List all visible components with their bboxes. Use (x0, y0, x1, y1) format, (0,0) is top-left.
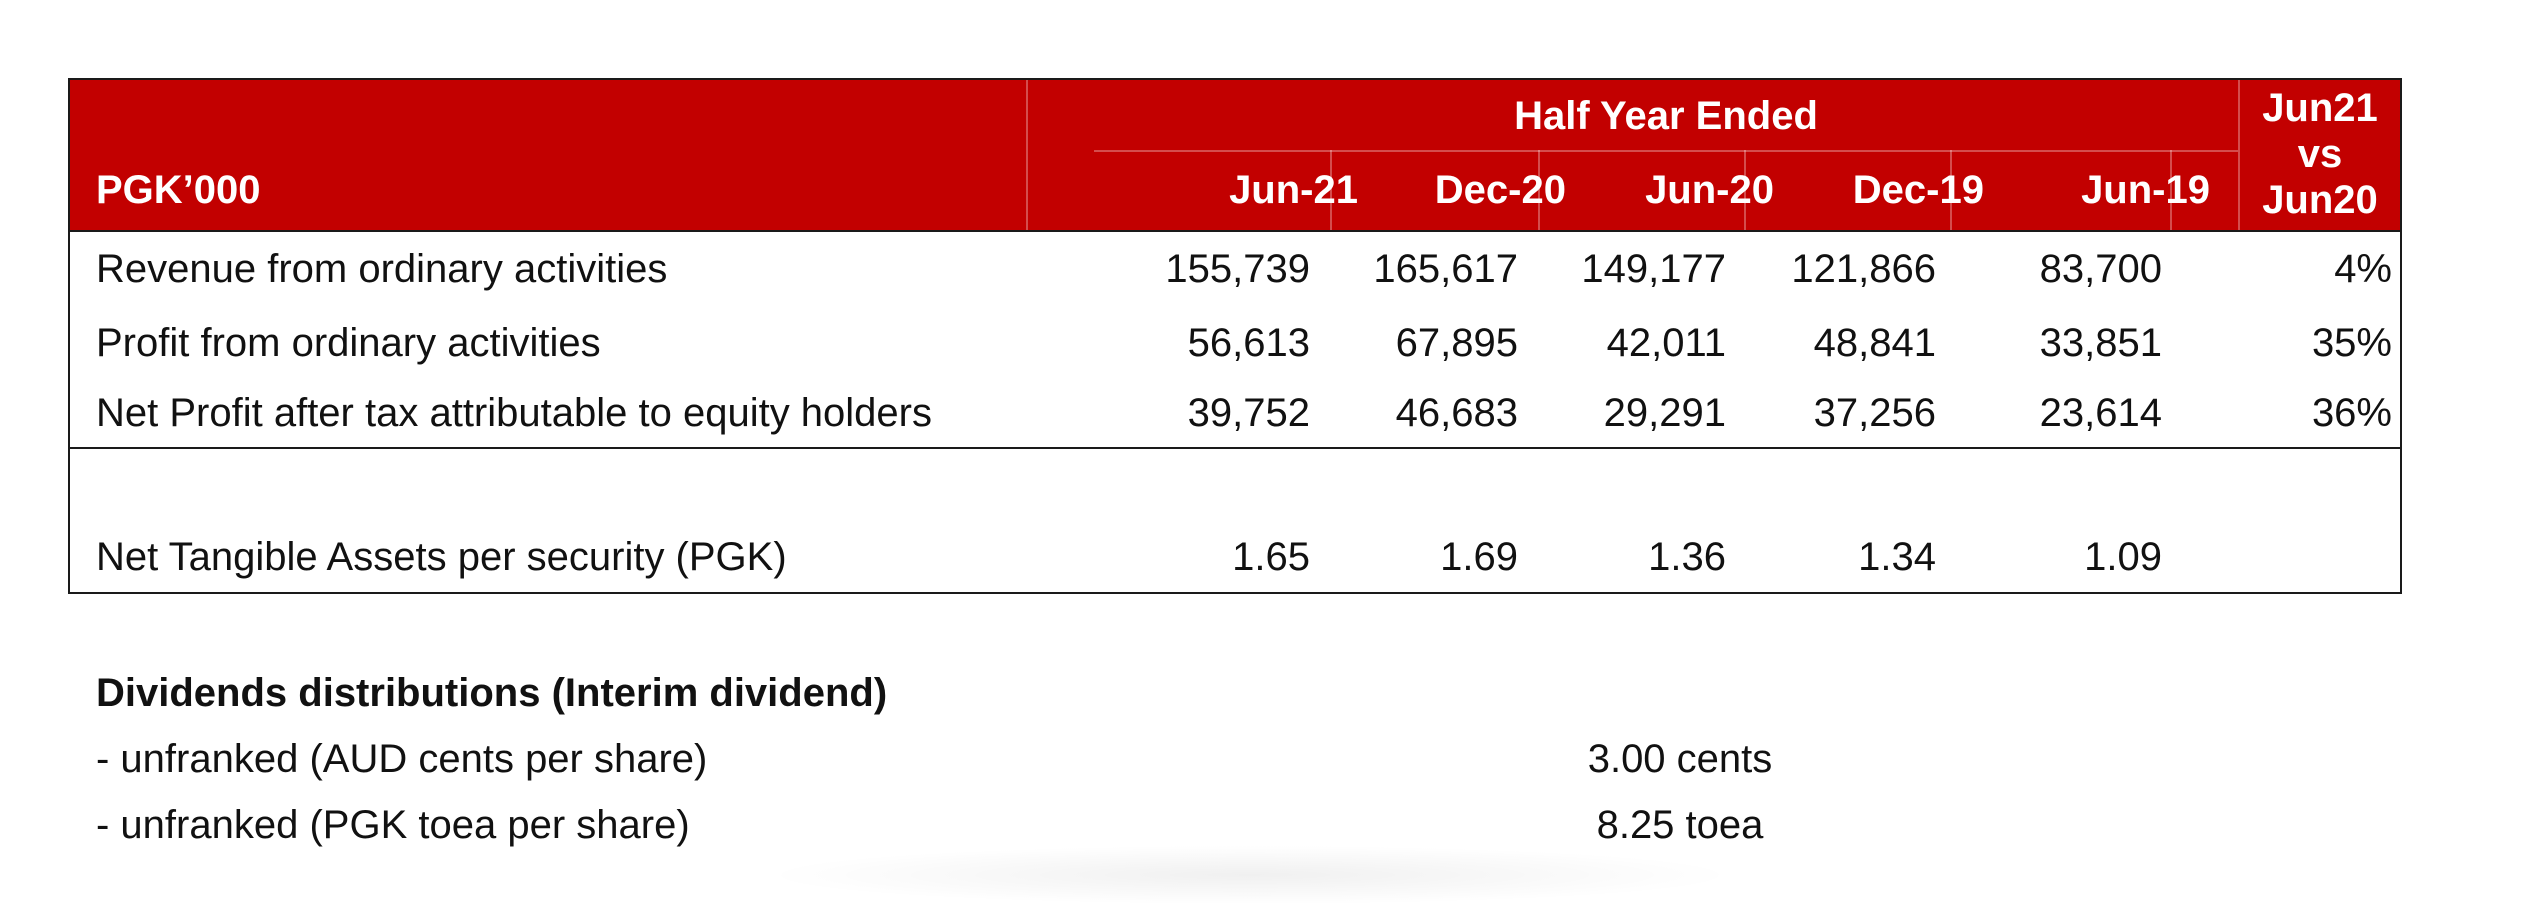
column-header: Dec-19 (1852, 168, 1984, 212)
table-rule (68, 447, 2402, 449)
column-header: Jun-19 (2081, 168, 2210, 212)
table-cell: 23,614 (2039, 391, 2162, 435)
comparison-header: vs (2297, 132, 2343, 176)
column-header: Jun-21 (1229, 168, 1358, 212)
table-cell: 1.09 (2084, 535, 2162, 579)
table-header: Half Year Ended PGK’000 Jun-21 Dec-20 Ju… (68, 78, 2402, 230)
table-cell: 39,752 (1187, 391, 1310, 435)
header-divider (1026, 78, 1028, 230)
dividend-value: 3.00 cents (1587, 737, 1773, 781)
table-cell: 48,841 (1813, 321, 1936, 365)
group-header: Half Year Ended (1514, 94, 1818, 138)
dividends-title: Dividends distributions (Interim dividen… (96, 671, 888, 715)
page-shadow (760, 845, 1740, 905)
comparison-header: Jun20 (2262, 178, 2378, 222)
dividend-label: - unfranked (AUD cents per share) (96, 737, 708, 781)
table-rule (68, 230, 2402, 232)
header-divider (1744, 150, 1746, 230)
table-cell: 42,011 (1606, 321, 1726, 365)
table-cell: 1.69 (1440, 535, 1518, 579)
table-cell: 67,895 (1395, 321, 1518, 365)
table-cell: 149,177 (1581, 247, 1726, 291)
header-divider (1950, 150, 1952, 230)
table-cell: 1.65 (1232, 535, 1310, 579)
table-cell: 46,683 (1395, 391, 1518, 435)
dividend-label: - unfranked (PGK toea per share) (96, 803, 690, 847)
table-cell: 165,617 (1373, 247, 1518, 291)
table-cell: 1.34 (1858, 535, 1936, 579)
row-label: Net Tangible Assets per security (PGK) (96, 535, 787, 579)
table-cell: 155,739 (1165, 247, 1310, 291)
header-divider (1330, 150, 1332, 230)
change-cell: 36% (2311, 391, 2392, 435)
table-cell: 1.36 (1648, 535, 1726, 579)
comparison-header: Jun21 (2262, 86, 2378, 130)
table-cell: 56,613 (1187, 321, 1310, 365)
column-header: Jun-20 (1645, 168, 1774, 212)
table-cell: 29,291 (1603, 391, 1726, 435)
table-cell: 121,866 (1791, 247, 1936, 291)
header-divider (2170, 150, 2172, 230)
header-divider (2238, 78, 2240, 230)
table-cell: 33,851 (2039, 321, 2162, 365)
financial-table (68, 78, 2402, 594)
row-label: Revenue from ordinary activities (96, 247, 668, 291)
header-divider (1094, 150, 2238, 152)
row-label: Net Profit after tax attributable to equ… (96, 391, 932, 435)
dividend-value: 8.25 toea (1596, 803, 1764, 847)
unit-label: PGK’000 (96, 168, 261, 212)
column-header: Dec-20 (1434, 168, 1566, 212)
table-cell: 37,256 (1813, 391, 1936, 435)
change-cell: 35% (2311, 321, 2392, 365)
change-cell: 4% (2334, 247, 2392, 291)
row-label: Profit from ordinary activities (96, 321, 601, 365)
table-cell: 83,700 (2039, 247, 2162, 291)
header-divider (1538, 150, 1540, 230)
